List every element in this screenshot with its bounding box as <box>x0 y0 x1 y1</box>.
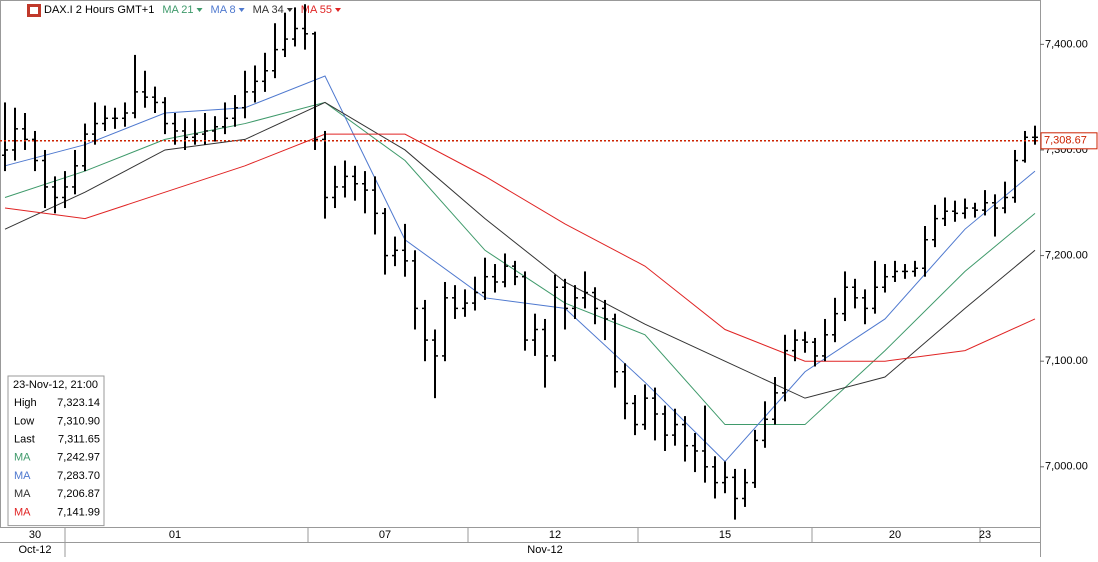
ma-line <box>4 133 1036 362</box>
legend-dropdown <box>286 8 293 12</box>
info-label: Low <box>14 415 34 427</box>
info-label: MA <box>14 488 31 500</box>
info-title: 23-Nov-12, 21:00 <box>13 379 98 391</box>
info-value: 7,310.90 <box>57 415 100 427</box>
icon-inner <box>30 7 38 14</box>
y-tick-label: 7,000.00 <box>1045 461 1088 473</box>
info-label: MA <box>14 470 31 482</box>
day-separators <box>64 528 981 557</box>
x-month-label: Nov-12 <box>527 544 562 556</box>
info-label: Last <box>14 434 35 446</box>
info-label: High <box>14 397 37 409</box>
y-tick-label: 7,100.00 <box>1045 355 1088 367</box>
x-tick-label: 07 <box>379 529 391 541</box>
legend-label: MA 55 <box>301 4 332 16</box>
x-tick-label: 01 <box>169 529 181 541</box>
x-tick-label: 30 <box>29 529 41 541</box>
info-value: 7,323.14 <box>57 397 100 409</box>
x-month-label: Oct-12 <box>18 544 51 556</box>
x-tick-label: 15 <box>719 529 731 541</box>
info-value: 7,283.70 <box>57 470 100 482</box>
info-value: 7,242.97 <box>57 452 100 464</box>
symbol-icon <box>27 4 41 17</box>
y-tick-label: 7,200.00 <box>1045 249 1088 261</box>
y-tick-label: 7,400.00 <box>1045 38 1088 50</box>
x-tick-label: 23 <box>979 529 991 541</box>
last-price-label: 7,308.67 <box>1044 135 1087 147</box>
info-value: 7,206.87 <box>57 488 100 500</box>
info-box <box>7 375 105 527</box>
chart-title: DAX.I 2 Hours GMT+1 <box>44 4 154 16</box>
legend-label: MA 34 <box>253 4 284 16</box>
legend-dropdown <box>334 8 341 12</box>
legend-label: MA 21 <box>162 4 193 16</box>
ma-line <box>4 101 1036 399</box>
info-label: MA <box>14 452 31 464</box>
legend-dropdown <box>238 8 245 12</box>
x-tick-label: 20 <box>889 529 901 541</box>
info-label: MA <box>14 506 31 518</box>
info-value: 7,311.65 <box>58 434 100 446</box>
ohlc-bars <box>2 4 1038 520</box>
last-price-box <box>1040 132 1098 150</box>
legend-label: MA 8 <box>211 4 236 16</box>
info-value: 7,141.99 <box>57 506 100 518</box>
legend-dropdown <box>196 8 203 12</box>
x-tick-label: 12 <box>549 529 561 541</box>
